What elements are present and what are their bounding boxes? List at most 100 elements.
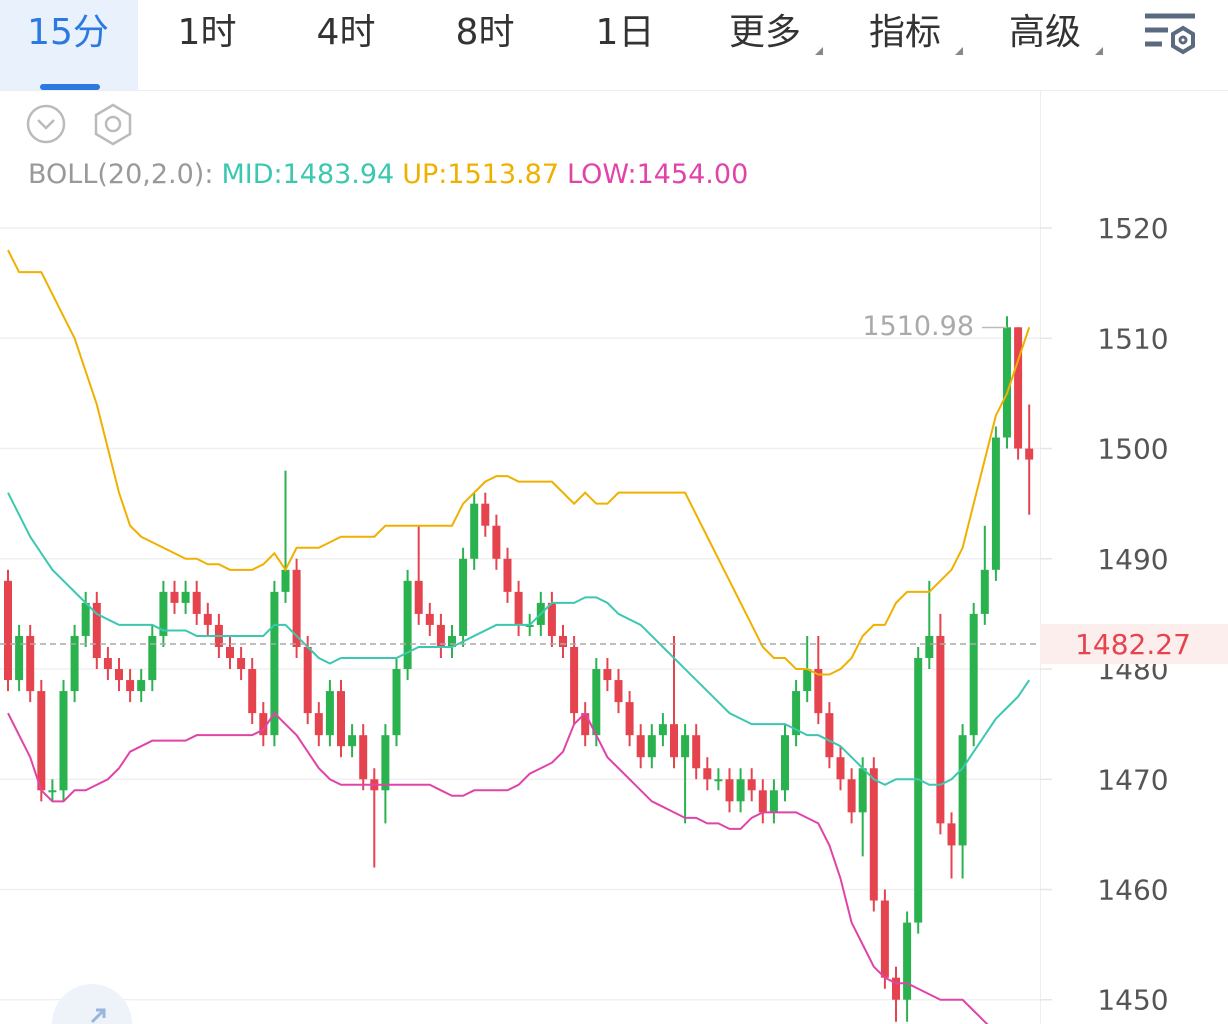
legend-title: BOLL(20,2.0): [28,159,213,190]
current-price-label: 1482.27 [1075,628,1191,661]
active-tab-bg [0,0,138,90]
candle-body [159,591,168,636]
candle-body [892,977,900,1000]
candle-body [481,503,490,526]
candle-body [59,691,68,791]
tab[interactable]: 1日 [596,12,655,53]
legend-entry: LOW:1454.00 [567,159,748,190]
candle-body [303,646,312,714]
tab[interactable]: 高级 [1009,12,1081,53]
candle-body [681,735,690,758]
candle-body [15,635,24,681]
candle-body [570,646,579,714]
candle-body [359,735,368,780]
candle-body [403,580,412,670]
max-price-label: 1510.98 [862,311,974,342]
candle-body [736,779,745,802]
candle-body [314,713,323,736]
candle-body [281,569,290,592]
tab[interactable]: 更多 [729,12,801,53]
indicator-legend: BOLL(20,2.0): MID:1483.94 UP:1513.87 LOW:14… [28,159,748,190]
candle-body [292,569,301,647]
candle-body [170,591,179,603]
tab[interactable]: 1时 [178,12,237,53]
scroll-button[interactable] [52,984,132,1024]
candle-body [1025,448,1034,460]
candle-body [781,735,789,791]
candle-body [747,779,756,791]
candle-body [92,602,101,659]
candle-body [492,525,501,559]
candle-body [692,735,701,769]
candle-body [448,635,456,647]
candle-body [825,713,834,758]
candle-body [947,823,956,846]
candle-body [48,790,57,793]
collapse-icon[interactable] [26,104,66,144]
candle-body [148,635,157,681]
candle-body [26,635,35,692]
candle-body [836,757,845,780]
boll-line [7,492,1031,786]
candle-body [436,624,445,647]
boll-line [7,711,989,1024]
settings-icon[interactable] [1145,13,1195,55]
candle-body [614,680,623,703]
candle-body [181,591,190,603]
candle-body [758,790,767,813]
candle-body [703,768,712,780]
tab[interactable]: 8时 [456,12,515,53]
candle-body [1014,327,1023,449]
candle-body [4,580,12,681]
candle-body [858,768,867,813]
candle-body [647,735,656,758]
candle-body [625,702,634,736]
y-tick-label: 1470 [1097,763,1168,796]
candle-body [658,724,667,736]
candle-body [914,658,923,923]
candle-body [348,735,357,747]
indicator-settings-icon[interactable] [94,103,132,146]
dropdown-arrows [815,47,1103,55]
tab[interactable]: 指标 [869,12,941,53]
legend-entry: MID:1483.94 [221,159,394,190]
tab[interactable]: 4时 [317,12,376,53]
candle-body [414,580,423,614]
tab[interactable]: 15分 [27,12,109,53]
candle-body [670,724,678,758]
candle-body [880,900,889,978]
candle-body [814,669,823,714]
y-tick-label: 1520 [1097,212,1168,245]
candle-body [259,713,268,736]
candle-body [337,691,345,747]
candle-body [425,613,434,625]
candle-body [126,680,135,692]
candle-body [270,591,279,736]
candle-body [991,437,1000,570]
candle-body [248,669,257,714]
candle-body [503,558,512,592]
candle-body [1003,327,1011,438]
candle-body [237,658,246,670]
y-tick-label: 1460 [1097,874,1168,907]
candle-body [325,691,334,736]
candle-body [592,669,601,736]
candle-body [869,768,878,901]
candle-body [470,503,479,559]
candle-body [459,558,468,636]
candle-body [725,779,734,802]
candle-body [192,591,201,614]
legend-entry: UP:1513.87 [402,159,559,190]
candle-body [81,602,90,636]
plot-area [4,249,1034,1024]
overlay: 1482.27 1510.98 [0,311,1228,665]
candle-body [381,735,390,791]
candle-body [559,635,567,647]
candle-body [514,591,523,625]
current-price-bg [1040,624,1228,665]
candle-body [37,691,46,791]
y-tick-label: 1490 [1097,543,1168,576]
candle-body [925,635,934,659]
